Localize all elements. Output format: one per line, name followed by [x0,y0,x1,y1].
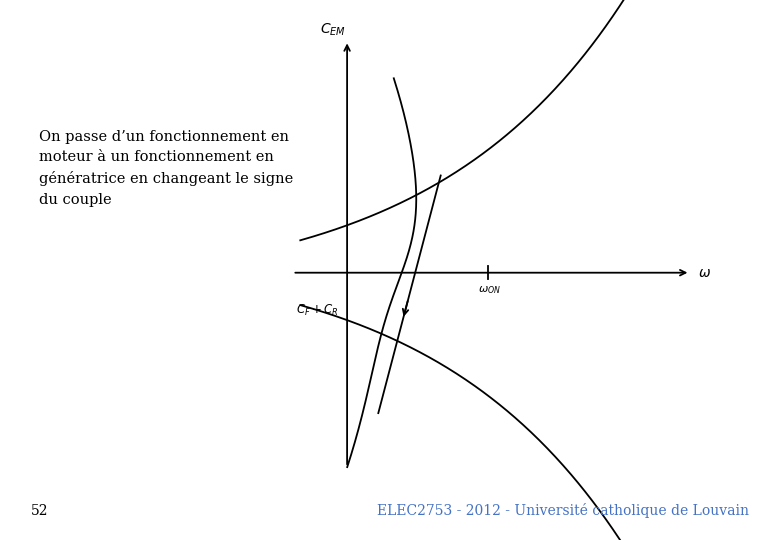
Text: 52: 52 [31,504,48,518]
Text: $C_{EM}$: $C_{EM}$ [320,22,346,38]
Text: On passe d’un fonctionnement en
moteur à un fonctionnement en
génératrice en cha: On passe d’un fonctionnement en moteur à… [39,130,293,207]
Text: ELEC2753 - 2012 - Université catholique de Louvain: ELEC2753 - 2012 - Université catholique … [377,503,749,518]
Text: $\omega_{ON}$: $\omega_{ON}$ [477,285,501,296]
Text: $C_F + C_R$: $C_F + C_R$ [296,303,339,318]
Text: $\omega$: $\omega$ [698,266,711,280]
